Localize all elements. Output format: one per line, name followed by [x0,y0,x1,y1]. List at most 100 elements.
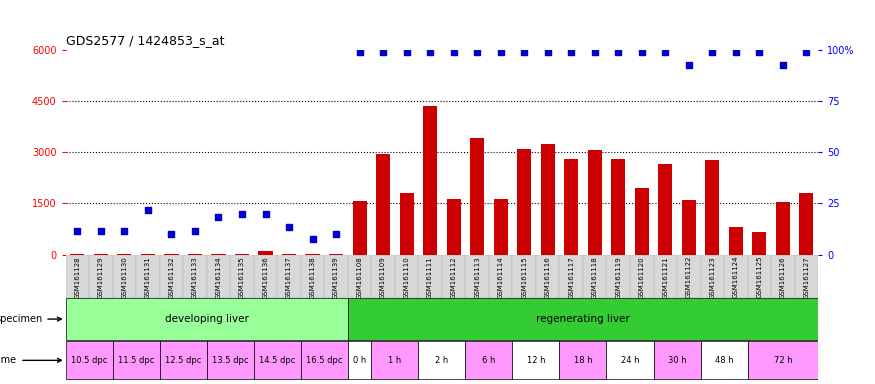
Text: GSM161134: GSM161134 [215,256,221,299]
Text: 2 h: 2 h [435,356,449,365]
Bar [705,160,719,255]
Text: 10.5 dpc: 10.5 dpc [71,356,108,365]
Text: 48 h: 48 h [715,356,733,365]
Text: 12 h: 12 h [527,356,545,365]
Bar [66,298,348,340]
Bar [66,255,89,298]
Point [517,48,531,55]
Bar [442,255,466,298]
Point [117,228,131,234]
Bar [682,200,696,255]
Bar [630,255,654,298]
Point [94,228,108,234]
Text: GSM161121: GSM161121 [662,256,668,299]
Point [752,48,766,55]
Bar [517,149,531,255]
Bar [470,138,484,255]
Bar [301,341,348,379]
Text: GSM161131: GSM161131 [145,256,150,299]
Point [282,224,296,230]
Bar [466,255,489,298]
Bar [583,255,606,298]
Bar [348,255,371,298]
Bar [258,251,273,255]
Bar [160,255,183,298]
Text: 13.5 dpc: 13.5 dpc [212,356,248,365]
Bar [400,193,414,255]
Text: specimen: specimen [0,314,61,324]
Text: GSM161127: GSM161127 [803,256,809,299]
Bar [658,164,672,255]
Bar [117,254,131,255]
Bar [136,255,160,298]
Text: GSM161114: GSM161114 [498,256,504,299]
Bar [747,341,818,379]
Bar [724,255,747,298]
Text: 72 h: 72 h [774,356,792,365]
Bar [729,227,743,255]
Bar [234,254,249,255]
Text: developing liver: developing liver [164,314,248,324]
Text: GSM161129: GSM161129 [98,256,104,299]
Bar [446,199,461,255]
Bar [353,201,367,255]
Bar [376,154,390,255]
Text: 14.5 dpc: 14.5 dpc [259,356,296,365]
Text: GSM161116: GSM161116 [545,256,550,299]
Text: GSM161130: GSM161130 [122,256,128,299]
Bar [301,255,325,298]
Bar [348,341,371,379]
Bar [183,255,206,298]
Text: 11.5 dpc: 11.5 dpc [118,356,154,365]
Bar [160,341,206,379]
Point [376,48,390,55]
Bar [418,255,442,298]
Text: GSM161135: GSM161135 [239,256,245,299]
Bar [489,255,513,298]
Text: GSM161124: GSM161124 [733,256,738,298]
Point [188,228,202,234]
Bar [701,255,724,298]
Bar [113,255,136,298]
Bar [212,254,226,255]
Bar [70,254,84,255]
Text: GSM161122: GSM161122 [686,256,692,298]
Bar [606,341,654,379]
Point [141,207,155,214]
Point [541,48,555,55]
Bar [89,255,113,298]
Bar [752,232,766,255]
Text: GSM161119: GSM161119 [615,256,621,299]
Point [612,48,626,55]
Text: time: time [0,355,61,365]
Text: GSM161125: GSM161125 [756,256,762,298]
Text: GSM161120: GSM161120 [639,256,645,299]
Point [493,48,507,55]
Text: GSM161133: GSM161133 [192,256,198,299]
Bar [513,255,536,298]
Text: GSM161139: GSM161139 [333,256,339,299]
Bar [424,106,438,255]
Point [776,62,790,68]
Text: GSM161132: GSM161132 [169,256,174,299]
Bar [536,255,559,298]
Text: 16.5 dpc: 16.5 dpc [306,356,342,365]
Bar [206,255,230,298]
Bar [113,341,160,379]
Text: 12.5 dpc: 12.5 dpc [165,356,201,365]
Text: GSM161109: GSM161109 [380,256,386,299]
Text: regenerating liver: regenerating liver [536,314,630,324]
Text: 30 h: 30 h [668,356,686,365]
Point [70,228,84,234]
Point [470,48,484,55]
Text: GSM161117: GSM161117 [568,256,574,299]
Bar [418,341,466,379]
Text: 18 h: 18 h [574,356,592,365]
Bar [654,255,677,298]
Point [446,48,460,55]
Bar [325,255,348,298]
Text: 0 h: 0 h [353,356,367,365]
Bar [371,341,418,379]
Point [164,231,178,237]
Bar [230,255,254,298]
